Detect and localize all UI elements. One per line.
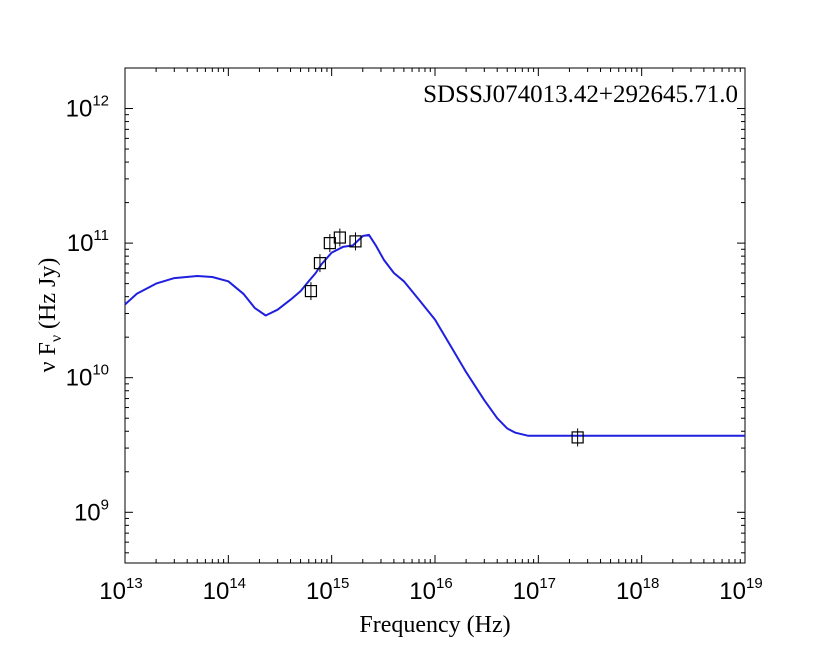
y-axis-title: ν Fν (Hz Jy) [35, 258, 65, 373]
x-tick-label: 1014 [203, 575, 246, 605]
model-sed-line [124, 233, 745, 437]
axis-ticks: 1013 1014 1015 1016 1017 1018 1019 109 1010 1011 1… [66, 68, 763, 605]
y-tick-label: 1012 [66, 93, 109, 123]
x-tick-label: 1017 [513, 575, 556, 605]
square-marker [571, 431, 584, 444]
x-tick-label: 1018 [616, 575, 659, 605]
y-tick-label: 1010 [66, 362, 109, 392]
plot-frame [124, 67, 746, 564]
x-axis-title: Frequency (Hz) [359, 612, 510, 638]
plot-series [124, 228, 745, 447]
y-axis-title-suffix: (Hz Jy) [35, 258, 61, 335]
y-axis-title-prefix: ν F [35, 342, 61, 372]
square-marker [304, 284, 318, 298]
y-axis-title-subscript: ν [48, 335, 65, 342]
data-point [571, 428, 584, 447]
data-point [313, 254, 327, 273]
data-point [304, 282, 318, 301]
data-point [349, 232, 362, 251]
y-tick-label: 109 [74, 496, 109, 526]
square-marker [313, 257, 327, 270]
square-marker [349, 235, 362, 248]
x-tick-label: 1016 [409, 575, 452, 605]
x-tick-label: 1019 [719, 575, 762, 605]
y-tick-label: 1011 [67, 227, 109, 257]
data-point [323, 234, 336, 253]
chart-title: SDSSJ074013.42+292645.71.0 [423, 81, 738, 108]
x-tick-label: 1015 [306, 575, 349, 605]
data-point [333, 228, 346, 247]
x-tick-label: 1013 [99, 575, 142, 605]
square-marker [333, 231, 346, 244]
